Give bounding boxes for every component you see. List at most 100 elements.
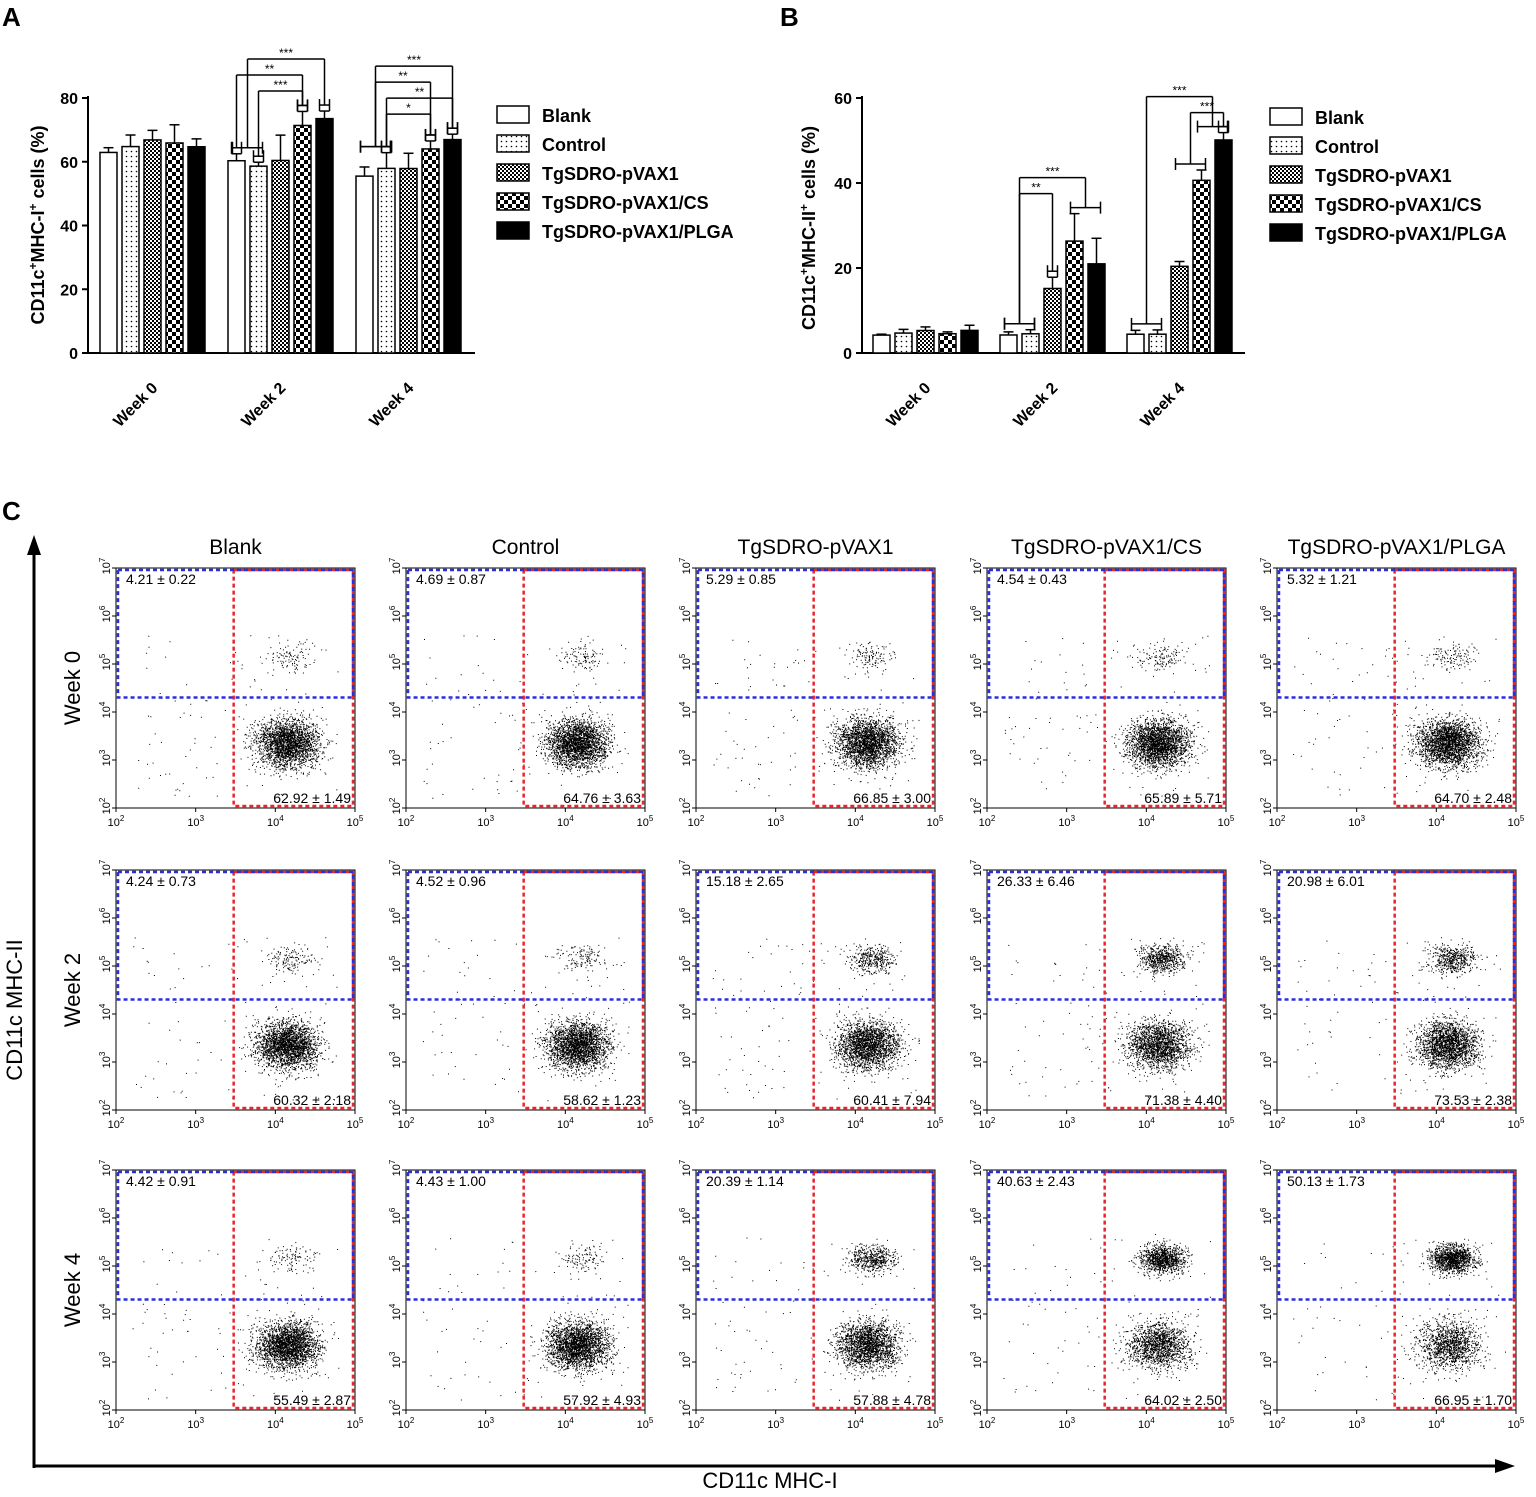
mhc-ii-percent-label: 40.63 ± 2.43 bbox=[997, 1173, 1075, 1189]
y-tick-label: 102 bbox=[98, 797, 113, 814]
y-tick-label: 107 bbox=[969, 1159, 984, 1176]
scatter-points bbox=[1297, 937, 1501, 1101]
x-tick-label: 104 bbox=[1138, 1416, 1155, 1431]
y-tick-label: 107 bbox=[678, 557, 693, 574]
y-tick-label: 102 bbox=[98, 1099, 113, 1116]
flow-plot: 102 103 104 105 102 103 104 105 106 107 4.43 ± 1.0… bbox=[388, 1159, 654, 1431]
x-tick-label: 102 bbox=[108, 814, 125, 829]
x-tick-label: 102 bbox=[1269, 814, 1286, 829]
plot-frame bbox=[115, 567, 356, 809]
mhc-i-percent-label: 66.85 ± 3.00 bbox=[853, 790, 931, 806]
mhc-ii-percent-label: 4.43 ± 1.00 bbox=[416, 1173, 486, 1189]
x-tick-label: 104 bbox=[557, 814, 574, 829]
mhc-ii-gate bbox=[987, 1170, 1226, 1301]
y-tick-label: 102 bbox=[1259, 1399, 1274, 1416]
x-tick-label: 105 bbox=[347, 1116, 364, 1131]
legend-swatch bbox=[1269, 136, 1303, 155]
y-axis-arrowhead bbox=[27, 535, 41, 555]
mhc-ii-percent-label: 20.98 ± 6.01 bbox=[1287, 873, 1365, 889]
x-tick-label: 102 bbox=[108, 1416, 125, 1431]
y-tick-label: 107 bbox=[969, 557, 984, 574]
y-tick-label: 106 bbox=[388, 605, 403, 622]
x-tick-label: 103 bbox=[1348, 1416, 1365, 1431]
legend-entry: Blank bbox=[542, 106, 592, 126]
x-tick-label: 105 bbox=[637, 1416, 654, 1431]
plot-frame bbox=[405, 567, 646, 809]
mhc-i-gate bbox=[1103, 870, 1226, 1110]
y-tick-label: 105 bbox=[969, 955, 984, 972]
flow-plot: 102 103 104 105 102 103 104 105 106 107 4.21 ± 0.2… bbox=[98, 557, 364, 829]
y-tick-label: 104 bbox=[98, 1303, 113, 1320]
y-tick-label: 104 bbox=[98, 701, 113, 718]
flow-plot: 102 103 104 105 102 103 104 105 106 107 20.39 ± 1.… bbox=[678, 1159, 944, 1431]
scatter-points bbox=[422, 937, 630, 1102]
mhc-i-percent-label: 64.76 ± 3.63 bbox=[563, 790, 641, 806]
scatter-points bbox=[1293, 1238, 1506, 1401]
y-tick-label: 106 bbox=[388, 907, 403, 924]
legend-swatch bbox=[496, 221, 530, 240]
x-tick-label: 105 bbox=[1218, 814, 1235, 829]
y-tick-label: 0 bbox=[69, 346, 78, 363]
plot-frame bbox=[695, 1169, 936, 1411]
mhc-ii-gate bbox=[1277, 870, 1516, 1001]
scatter-points bbox=[1008, 937, 1210, 1101]
x-tick-label: 104 bbox=[1138, 1116, 1155, 1131]
sig-label: ** bbox=[398, 69, 408, 83]
legend-swatch bbox=[1269, 165, 1303, 184]
x-tick-label: 105 bbox=[1218, 1416, 1235, 1431]
mhc-i-percent-label: 71.38 ± 4.40 bbox=[1144, 1092, 1222, 1108]
y-tick-label: 20 bbox=[60, 282, 78, 299]
y-tick-label: 104 bbox=[678, 1003, 693, 1020]
x-tick-label: 105 bbox=[347, 814, 364, 829]
sig-label: *** bbox=[279, 46, 293, 60]
scatter-points bbox=[1293, 636, 1500, 796]
y-tick-label: 103 bbox=[678, 1051, 693, 1068]
legend-a: Blank Control TgSDRO-pVAX1 TgSDRO-pVAX1/CS T… bbox=[496, 105, 734, 242]
legend-entry: Blank bbox=[1315, 108, 1365, 128]
mhc-i-percent-label: 58.62 ± 1.23 bbox=[563, 1092, 641, 1108]
y-tick-label: 107 bbox=[388, 1159, 403, 1176]
x-tick-label: 104 bbox=[847, 1116, 864, 1131]
x-tick-label: 103 bbox=[477, 1116, 494, 1131]
mhc-i-gate bbox=[1393, 568, 1516, 808]
y-tick-label: 107 bbox=[388, 557, 403, 574]
mhc-ii-gate bbox=[406, 870, 645, 1001]
y-tick-label: 104 bbox=[678, 1303, 693, 1320]
bar bbox=[377, 167, 396, 354]
bar bbox=[872, 334, 891, 354]
y-tick-label: 103 bbox=[388, 1351, 403, 1368]
legend-entry: TgSDRO-pVAX1/CS bbox=[1315, 195, 1482, 215]
y-tick-label: 103 bbox=[98, 749, 113, 766]
x-tick-label: 104 bbox=[267, 1116, 284, 1131]
scatter-points bbox=[133, 937, 338, 1101]
plot-frame bbox=[1276, 869, 1517, 1111]
y-tick-label: 103 bbox=[1259, 749, 1274, 766]
legend-swatch bbox=[1269, 223, 1303, 242]
x-axis-title-c: CD11c MHC-I bbox=[702, 1468, 837, 1493]
x-tick-label: Week 4 bbox=[367, 380, 418, 431]
bar bbox=[1214, 139, 1233, 354]
y-tick-label: 40 bbox=[834, 176, 852, 193]
y-tick-label: 102 bbox=[969, 797, 984, 814]
x-tick-label: Week 0 bbox=[884, 380, 935, 431]
y-tick-label: 103 bbox=[1259, 1351, 1274, 1368]
y-tick-label: 106 bbox=[969, 605, 984, 622]
x-tick-label: 104 bbox=[847, 1416, 864, 1431]
mhc-i-gate bbox=[232, 870, 355, 1110]
y-tick-label: 60 bbox=[834, 91, 852, 108]
mhc-ii-percent-label: 15.18 ± 2.65 bbox=[706, 873, 784, 889]
x-tick-label: 103 bbox=[1348, 1116, 1365, 1131]
sig-label: * bbox=[406, 101, 411, 115]
bar bbox=[894, 332, 913, 354]
x-tick-label: 103 bbox=[1348, 814, 1365, 829]
mhc-i-gate bbox=[522, 568, 645, 808]
y-tick-label: 104 bbox=[388, 1303, 403, 1320]
panel-label-a: A bbox=[2, 2, 21, 32]
y-tick-label: 106 bbox=[1259, 1207, 1274, 1224]
scatter-points bbox=[132, 1239, 340, 1400]
flow-plot: 102 103 104 105 102 103 104 105 106 107 20.98 ± 6.… bbox=[1259, 859, 1525, 1131]
sig-label: *** bbox=[1200, 100, 1214, 114]
flow-plot: 102 103 104 105 102 103 104 105 106 107 4.54 ± 0.4… bbox=[969, 557, 1235, 829]
y-tick-label: 105 bbox=[98, 653, 113, 670]
